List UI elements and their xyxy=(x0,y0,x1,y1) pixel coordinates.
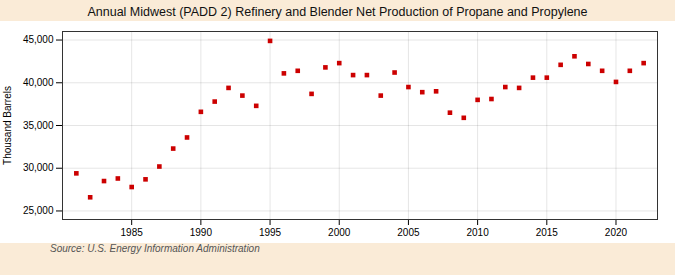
svg-text:2015: 2015 xyxy=(536,227,559,238)
svg-text:1995: 1995 xyxy=(259,227,282,238)
svg-text:1990: 1990 xyxy=(190,227,213,238)
svg-text:25,000: 25,000 xyxy=(23,205,54,216)
svg-text:30,000: 30,000 xyxy=(23,162,54,173)
svg-text:45,000: 45,000 xyxy=(23,34,54,45)
html-text:Source: U.S. Energy Informatio: Source: U.S. Energy Information Administ… xyxy=(50,243,260,254)
svg-text:2020: 2020 xyxy=(605,227,628,238)
svg-text:Thousand Barrels: Thousand Barrels xyxy=(2,86,13,165)
svg-text:2005: 2005 xyxy=(397,227,420,238)
svg-text:1985: 1985 xyxy=(121,227,144,238)
html-text:Annual Midwest (PADD 2) Refine: Annual Midwest (PADD 2) Refinery and Ble… xyxy=(87,5,588,19)
svg-text:2000: 2000 xyxy=(328,227,351,238)
svg-text:2010: 2010 xyxy=(466,227,489,238)
svg-text:35,000: 35,000 xyxy=(23,120,54,131)
svg-text:40,000: 40,000 xyxy=(23,77,54,88)
